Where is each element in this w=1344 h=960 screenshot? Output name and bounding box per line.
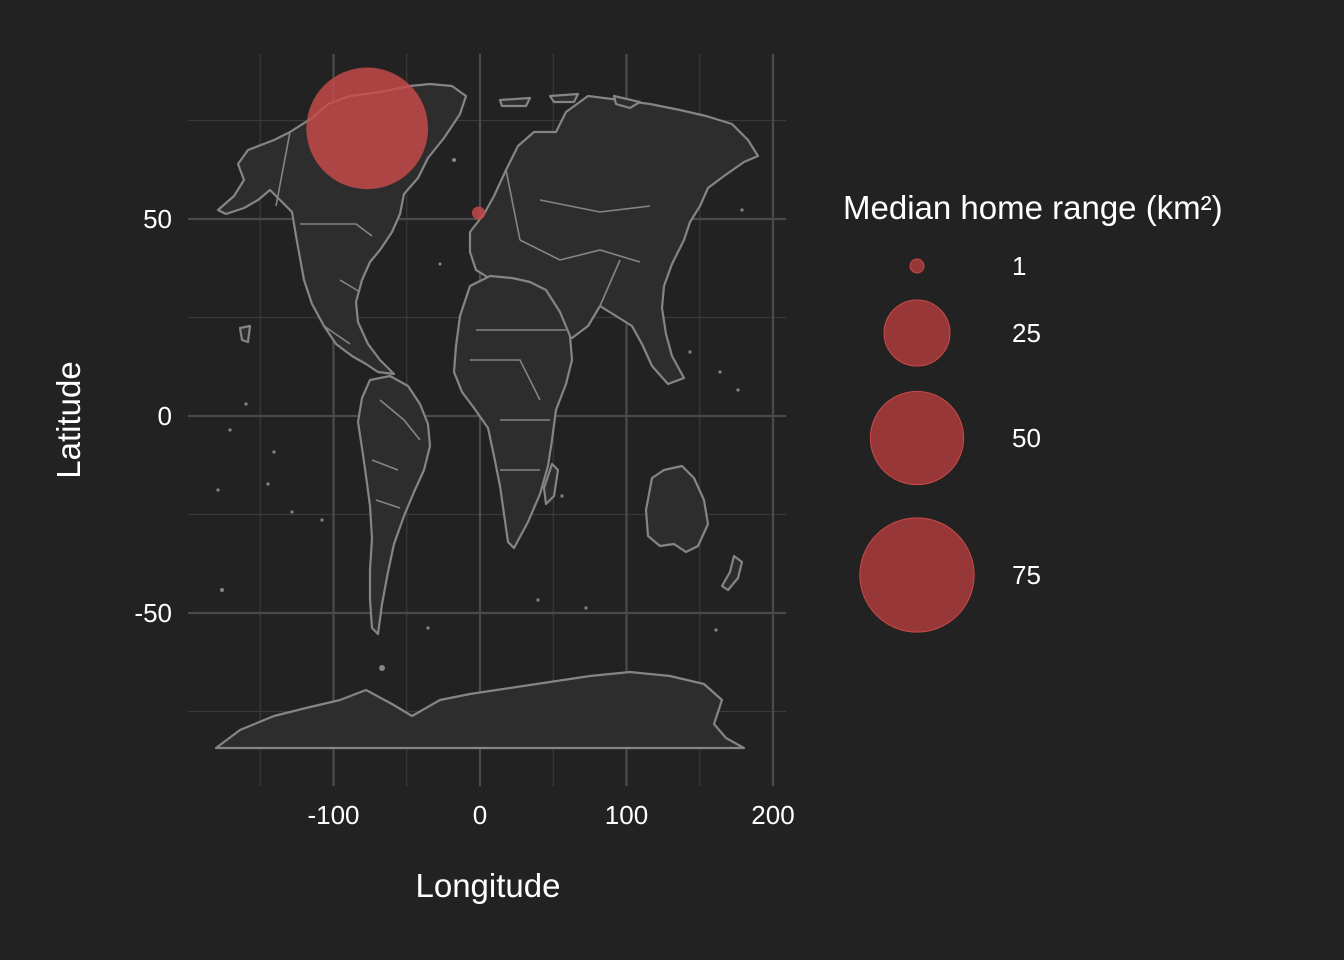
- x-tick-label: 100: [605, 800, 648, 830]
- home-range-bubble: [306, 67, 429, 190]
- small-islands: [216, 92, 744, 671]
- x-tick-label: -100: [307, 800, 359, 830]
- y-tick-label: 0: [158, 401, 172, 431]
- legend-key-bubble: [869, 390, 965, 486]
- borders-north-america: [275, 131, 373, 345]
- x-axis-title: Longitude: [416, 867, 561, 904]
- borders-africa: [470, 329, 566, 471]
- size-legend: Median home range (km²) 1 25 50 75: [843, 189, 1223, 633]
- legend-entry-label: 75: [1012, 560, 1041, 590]
- legend-title: Median home range (km²): [843, 189, 1223, 226]
- legend-key-bubble: [859, 517, 975, 633]
- borders-eurasia: [505, 169, 651, 307]
- axes: -100 0 100 200 -50 0 50: [134, 204, 794, 830]
- data-points: [306, 67, 486, 220]
- x-tick-label: 0: [473, 800, 487, 830]
- legend-entry-label: 50: [1012, 423, 1041, 453]
- home-range-bubble: [471, 206, 486, 220]
- legend-entry-label: 1: [1012, 251, 1026, 281]
- land-madagascar: [542, 462, 560, 506]
- legend-entry-label: 25: [1012, 318, 1041, 348]
- y-tick-label: 50: [143, 204, 172, 234]
- land-new-zealand: [720, 554, 744, 592]
- land-africa: [452, 274, 574, 550]
- y-tick-label: -50: [134, 598, 172, 628]
- world-basemap: [214, 82, 760, 750]
- legend-key-bubble: [883, 299, 951, 367]
- land-south-america: [356, 374, 432, 636]
- borders-south-america: [371, 399, 421, 509]
- legend-entries: 1 25 50 75: [859, 251, 1041, 633]
- land-australia: [644, 464, 710, 554]
- legend-key-bubble: [909, 258, 925, 274]
- y-axis-title: Latitude: [50, 361, 87, 478]
- land-antarctica: [214, 670, 746, 750]
- x-tick-label: 200: [751, 800, 794, 830]
